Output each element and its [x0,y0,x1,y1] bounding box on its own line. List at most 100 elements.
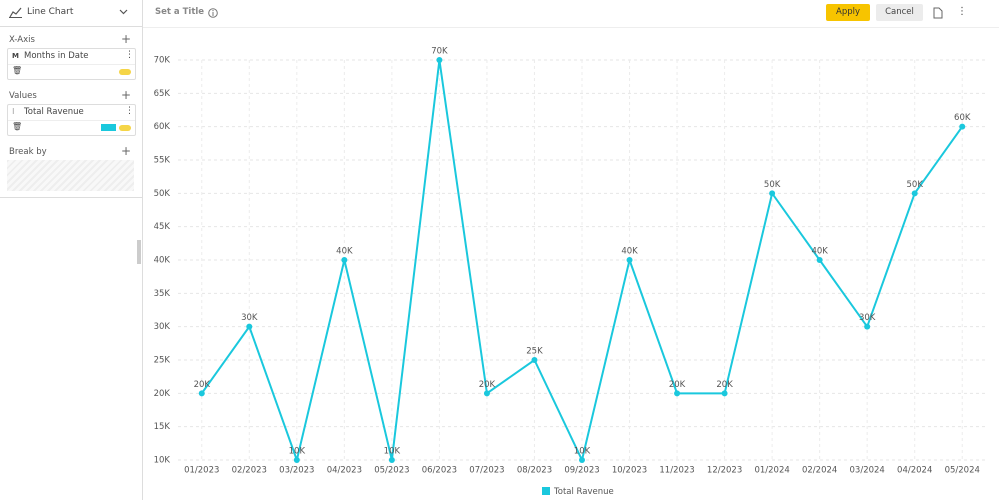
field-box: ⁝ Total Ravenue ⋮ 🗑 [7,104,136,136]
x-tick-label: 05/2024 [945,466,980,476]
x-tick-label: 01/2023 [184,466,219,476]
point [483,390,490,397]
data-label: 50K [907,180,924,190]
x-tick-label: 04/2023 [327,466,362,476]
info-icon[interactable] [208,8,218,18]
more-menu[interactable]: ⋮ [957,6,967,17]
point [769,190,776,197]
field-options: 🗑 [8,120,135,135]
y-tick-label: 45K [154,222,171,232]
chart-icon [9,7,22,18]
y-tick-label: 70K [154,56,171,66]
field-row[interactable]: M Months in Date ⋮ [8,49,135,65]
x-tick-label: 05/2023 [374,466,409,476]
field-name: Months in Date [24,51,89,61]
legend-swatch [542,487,550,495]
y-tick-label: 30K [154,322,171,332]
y-tick-label: 10K [154,456,171,466]
section-title: Values [9,91,37,101]
point [816,257,823,263]
point [198,390,205,397]
point [531,357,538,363]
apply-button[interactable]: Apply [826,4,870,21]
drag-icon: ⁝ [12,107,15,116]
x-tick-label: 01/2024 [754,466,789,476]
drop-zone[interactable] [7,160,134,191]
y-tick-label: 40K [154,256,171,266]
data-label: 30K [241,313,258,323]
x-tick-label: 12/2023 [707,466,742,476]
y-tick-label: 25K [154,356,171,366]
field-menu[interactable]: ⋮ [125,106,134,116]
chevron [119,9,128,15]
data-label: 20K [194,380,211,390]
resize-handle[interactable] [137,240,141,264]
chart: 10K 15K 20K 25K 30K 35K 40K 45K 50K 55K 60K 65K 70K 0… [154,47,986,497]
data-label: 70K [431,47,448,57]
cancel-button[interactable]: Cancel [876,4,923,21]
chart-type-selector[interactable]: Line Chart [0,0,142,27]
chart-type: Line Chart [27,7,74,17]
data-label: 40K [621,247,638,257]
data-label: 10K [289,447,306,457]
field-menu[interactable]: ⋮ [125,50,134,60]
add-button[interactable]: + [121,32,132,46]
point [341,257,348,263]
point [626,257,633,263]
toggle[interactable] [119,125,131,131]
y-tick-label: 15K [154,422,171,432]
x-tick-label: 04/2024 [897,466,932,476]
export-icon[interactable] [933,7,943,19]
section-title: Break by [9,147,47,157]
point [293,457,300,463]
toolbar: Set a Title Apply Cancel ⋮ [143,0,999,28]
y-tick-label: 60K [154,122,171,132]
data-label: 40K [811,247,828,257]
x-tick-label: 09/2023 [564,466,599,476]
add-button[interactable]: + [121,88,132,102]
y-tick-label: 65K [154,89,171,99]
point [436,57,443,63]
color-swatch[interactable] [101,124,116,131]
data-label: 60K [954,113,971,123]
data-label: 25K [526,347,543,357]
x-tick-label: 06/2023 [422,466,457,476]
toggle[interactable] [119,69,131,75]
data-label: 20K [716,380,733,390]
field-row[interactable]: ⁝ Total Ravenue ⋮ [8,105,135,121]
x-tick-label: 03/2023 [279,466,314,476]
x-tick-label: 03/2024 [850,466,885,476]
point [959,123,966,130]
field-name: Total Ravenue [24,107,84,117]
x-tick-label: 02/2024 [802,466,837,476]
field-badge: M [12,52,19,60]
x-tick-label: 08/2023 [517,466,552,476]
point [579,457,585,463]
y-tick-label: 35K [154,289,171,299]
field-box: M Months in Date ⋮ 🗑 [7,48,136,80]
x-tick-label: 02/2023 [232,466,267,476]
data-label: 10K [384,447,401,457]
point [721,390,728,397]
y-tick-label: 55K [154,156,171,166]
data-label: 10K [574,447,591,457]
delete-icon[interactable]: 🗑 [12,66,23,75]
x-tick-label: 07/2023 [469,466,504,476]
y-tick-label: 20K [154,389,171,399]
point [911,190,918,197]
field-options: 🗑 [8,64,135,79]
point [388,457,395,463]
data-label: 20K [479,380,496,390]
data-label: 50K [764,180,781,190]
add-button[interactable]: + [121,144,132,158]
x-tick-label: 11/2023 [659,466,694,476]
section-title: X-Axis [9,35,35,45]
delete-icon[interactable]: 🗑 [12,122,23,131]
data-label: 40K [336,247,353,257]
title-input[interactable]: Set a Title [155,7,205,17]
sidebar: Line Chart X-Axis + M Months in Date ⋮ 🗑… [0,0,143,500]
legend-label: Total Ravenue [553,487,614,497]
x-tick-label: 10/2023 [612,466,647,476]
divider [0,197,142,198]
